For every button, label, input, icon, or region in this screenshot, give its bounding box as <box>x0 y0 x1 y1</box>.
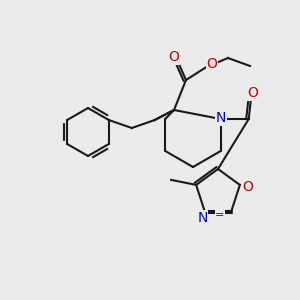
Text: O: O <box>207 57 218 71</box>
Text: O: O <box>247 86 258 100</box>
Text: O: O <box>169 50 179 64</box>
Text: O: O <box>242 180 253 194</box>
Text: N: N <box>197 211 208 225</box>
Text: =: = <box>215 210 225 220</box>
Text: N: N <box>215 111 226 125</box>
